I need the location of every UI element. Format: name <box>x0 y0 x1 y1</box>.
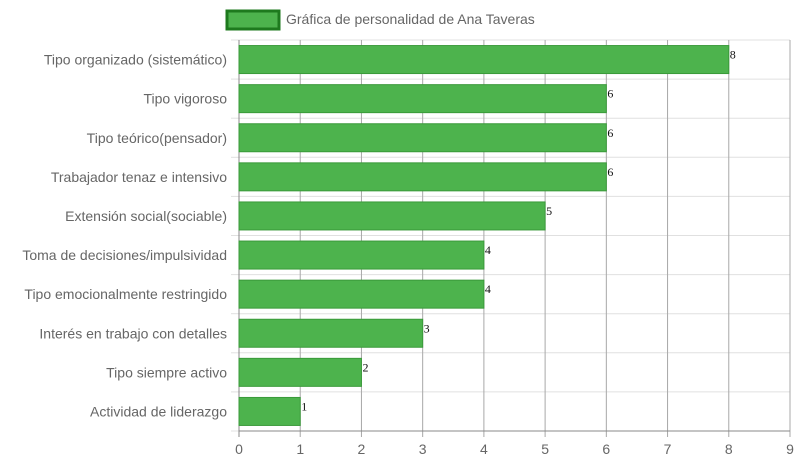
data-label: 8 <box>730 48 736 62</box>
data-label: 4 <box>485 243 491 257</box>
x-tick-label: 4 <box>480 441 488 457</box>
category-label: Trabajador tenaz e intensivo <box>51 169 227 185</box>
x-tick-label: 8 <box>725 441 733 457</box>
bar[interactable] <box>238 279 485 309</box>
bar[interactable] <box>238 396 301 426</box>
data-label: 5 <box>546 204 552 218</box>
bars <box>238 45 730 426</box>
data-label: 4 <box>485 282 491 296</box>
data-label: 3 <box>424 321 430 335</box>
bar[interactable] <box>238 162 607 192</box>
x-axis-ticks: 0 1 2 3 4 5 6 7 8 9 <box>235 441 794 457</box>
x-tick-label: 1 <box>296 441 304 457</box>
category-label: Actividad de liderazgo <box>90 403 227 419</box>
data-labels: 8 6 6 6 5 4 4 3 2 1 <box>301 48 736 414</box>
bar[interactable] <box>238 201 546 231</box>
data-label: 6 <box>607 126 613 140</box>
category-label: Toma de decisiones/impulsividad <box>22 247 227 263</box>
x-tick-label: 5 <box>541 441 549 457</box>
legend[interactable]: Gráfica de personalidad de Ana Taveras <box>225 9 535 31</box>
bar[interactable] <box>238 45 730 75</box>
data-label: 6 <box>607 165 613 179</box>
x-tick-label: 2 <box>358 441 366 457</box>
category-label: Tipo emocionalmente restringido <box>24 286 227 302</box>
category-label: Tipo siempre activo <box>106 364 227 380</box>
category-label: Tipo vigoroso <box>143 91 227 107</box>
legend-label: Gráfica de personalidad de Ana Taveras <box>286 11 535 27</box>
x-tick-label: 9 <box>786 441 794 457</box>
bar[interactable] <box>238 84 607 114</box>
category-label: Extensión social(sociable) <box>65 208 227 224</box>
x-tick-label: 7 <box>664 441 672 457</box>
category-label: Interés en trabajo con detalles <box>39 325 227 341</box>
x-tick-label: 6 <box>602 441 610 457</box>
data-label: 1 <box>301 399 307 413</box>
data-label: 2 <box>362 360 368 374</box>
category-labels: Tipo organizado (sistemático) Tipo vigoro… <box>22 52 227 420</box>
data-label: 6 <box>607 87 613 101</box>
bar[interactable] <box>238 123 607 153</box>
x-tick-label: 3 <box>419 441 427 457</box>
category-label: Tipo teórico(pensador) <box>87 130 227 146</box>
category-label: Tipo organizado (sistemático) <box>44 52 227 68</box>
x-tick-label: 0 <box>235 441 243 457</box>
bar[interactable] <box>238 240 485 270</box>
bar[interactable] <box>238 318 424 348</box>
legend-swatch <box>225 9 281 31</box>
bar[interactable] <box>238 357 362 387</box>
